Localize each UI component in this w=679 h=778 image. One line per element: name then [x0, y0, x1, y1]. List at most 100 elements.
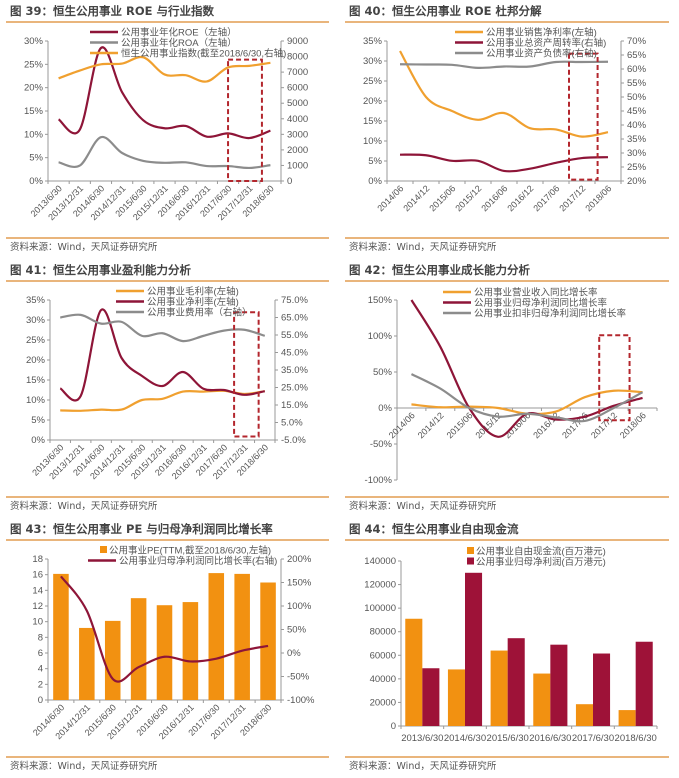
left-tick-label: 4 [38, 664, 43, 675]
right-tick-label: 35% [627, 134, 647, 145]
right-tick-label: 25% [627, 162, 647, 173]
bar [593, 653, 611, 726]
bar [53, 573, 69, 700]
legend-label: 公用事业营业收入同比增长率 [474, 287, 598, 299]
bar [618, 710, 636, 726]
bar [550, 644, 568, 726]
left-tick-label: 15% [26, 375, 46, 386]
bar [405, 618, 423, 726]
x-tick-label: 2015/06 [427, 183, 457, 213]
right-tick-label: 6000 [287, 83, 308, 94]
left-tick-label: 0 [38, 695, 43, 706]
chart-dupont: 0% 5% 10% 15% 20% 25% 30% 35% 20% 25% 30% 35% 40% 45%… [363, 27, 647, 214]
series-line [399, 153, 609, 173]
x-tick-label: 2018/06 [618, 410, 648, 440]
left-tick-label: 10 [32, 617, 43, 628]
series-line [58, 135, 271, 170]
highlight-box [568, 52, 599, 181]
right-tick-label: 25.0% [281, 383, 308, 394]
right-tick-label: 75.0% [281, 295, 308, 306]
left-tick-label: 50% [373, 367, 393, 378]
legend-label: 公用事业年化ROA（左轴） [121, 37, 237, 49]
figure-title: 图 44：恒生公用事业自由现金流 [349, 522, 519, 536]
right-tick-label: 7000 [287, 67, 308, 78]
x-tick-label: 2016/6/30 [529, 733, 571, 744]
series-line [59, 308, 265, 402]
x-tick-label: 2015/6/30 [487, 733, 529, 744]
x-tick-label: 2016/06 [479, 183, 509, 213]
left-tick-label: 100000 [364, 603, 396, 614]
left-tick-label: 14 [32, 585, 43, 596]
right-tick-label: 15.0% [281, 400, 308, 411]
source-note: 资料来源：Wind，天风证券研究所 [349, 242, 497, 253]
right-tick-label: 35.0% [281, 365, 308, 376]
left-tick-label: 15% [24, 106, 44, 117]
x-tick-label: 2017/06 [531, 183, 561, 213]
right-tick-label: 60% [627, 64, 647, 75]
left-tick-label: 60000 [370, 650, 396, 661]
figure-title: 图 39：恒生公用事业 ROE 与行业指数 [10, 4, 214, 18]
left-tick-label: 8 [38, 632, 43, 643]
bar [79, 627, 95, 700]
right-tick-label: 65.0% [281, 313, 308, 324]
right-tick-label: -5.0% [281, 435, 306, 446]
figure-title: 图 42：恒生公用事业成长能力分析 [349, 263, 531, 277]
legend-label: 公用事业归母净利润同比增长率(右轴) [119, 555, 277, 567]
right-tick-label: 0% [287, 648, 301, 659]
x-tick-label: 2014/12 [416, 410, 446, 440]
right-tick-label: 1000 [287, 160, 308, 171]
bar [635, 641, 653, 726]
series-line [60, 313, 266, 343]
bar [260, 582, 276, 700]
legend-label: 恒生公用事业指数(截至2018/6/30,右轴) [121, 48, 286, 60]
left-tick-label: 0% [368, 176, 382, 187]
x-tick-label: 2014/12 [401, 183, 431, 213]
legend-label: 公用事业自由现金流(百万港元) [476, 546, 606, 558]
bar [533, 673, 551, 726]
x-tick-label: 2014/6/30 [444, 733, 486, 744]
figure-44: 图 44：恒生公用事业自由现金流 0 20000 40000 60000 80000 10… [339, 518, 679, 778]
bar [156, 605, 173, 700]
x-tick-label: 2015/12 [453, 183, 483, 213]
left-tick-label: 6 [38, 648, 43, 659]
right-tick-label: 65% [627, 50, 647, 61]
chart-free-cash-flow: 0 20000 40000 60000 80000 100000 120000 140000 2… [364, 546, 658, 744]
left-tick-label: 80000 [370, 627, 396, 638]
x-tick-label: 2018/6/30 [615, 733, 657, 744]
series-line [399, 50, 609, 138]
right-tick-label: 55.0% [281, 330, 308, 341]
figure-title: 图 43：恒生公用事业 PE 与归母净利润同比增长率 [10, 522, 273, 536]
legend-label: 公用事业年化ROE（左轴） [121, 27, 237, 39]
left-tick-label: 30% [24, 36, 44, 47]
left-tick-label: 16 [32, 570, 43, 581]
legend-label: 公用事业销售净利率(左轴) [486, 27, 597, 39]
left-tick-label: 100% [368, 331, 393, 342]
left-tick-label: 20% [26, 355, 46, 366]
highlight-box [233, 311, 260, 438]
x-tick-label: 2017/6/30 [572, 733, 614, 744]
legend-swatch [100, 546, 107, 553]
divider [345, 756, 669, 758]
right-tick-label: 8000 [287, 52, 308, 63]
divider [6, 21, 329, 23]
divider [6, 280, 329, 282]
left-tick-label: 0% [378, 403, 392, 414]
right-tick-label: 150% [287, 578, 312, 589]
source-note: 资料来源：Wind，天风证券研究所 [349, 501, 497, 512]
left-tick-label: 20000 [370, 697, 396, 708]
highlight-box [598, 334, 631, 422]
figure-42: 图 42：恒生公用事业成长能力分析 -100% -50% 0% 50% 100% 150%… [339, 259, 679, 518]
bar [507, 638, 525, 726]
series-line [60, 575, 269, 683]
left-tick-label: 20% [363, 96, 383, 107]
bar [234, 573, 250, 700]
figure-39: 图 39：恒生公用事业 ROE 与行业指数 0% 5% 10% 15% 20% 25% 30… [0, 0, 339, 259]
divider [345, 237, 669, 239]
bar [575, 704, 593, 726]
right-tick-label: 4000 [287, 114, 308, 125]
right-tick-label: 200% [287, 554, 312, 565]
left-tick-label: 35% [26, 295, 46, 306]
left-tick-label: 12 [32, 601, 43, 612]
chart-roe-index: 0% 5% 10% 15% 20% 25% 30% 0 1000 2000 3000 4000 5000… [24, 27, 308, 223]
